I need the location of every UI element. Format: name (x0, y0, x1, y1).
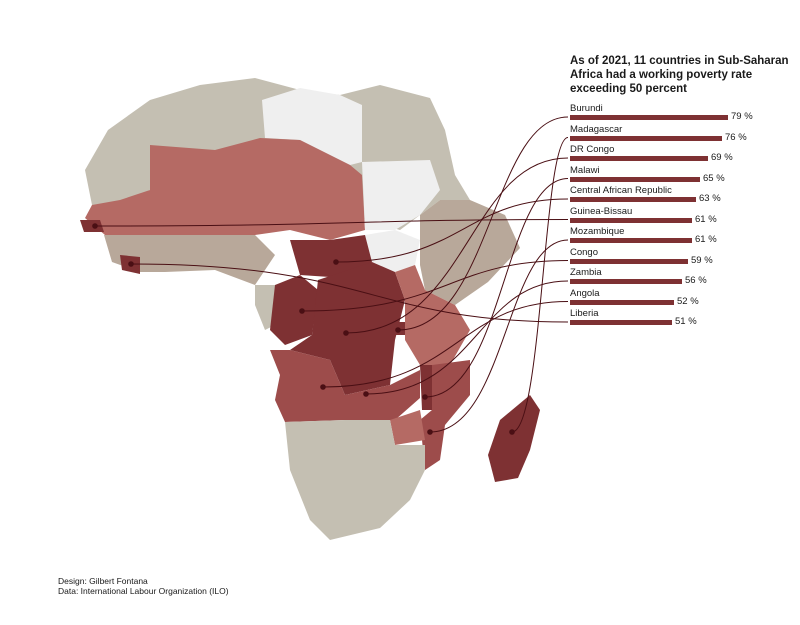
poverty-bar (570, 115, 728, 120)
region-coastal-west-africa (104, 235, 275, 285)
country-row: DR Congo 69 % (570, 144, 785, 164)
poverty-value: 59 % (691, 254, 713, 266)
credits: Design: Gilbert Fontana Data: Internatio… (58, 576, 229, 596)
country-name: DR Congo (570, 144, 615, 155)
poverty-bar (570, 197, 696, 202)
country-row: Angola 52 % (570, 288, 785, 308)
poverty-bar (570, 238, 692, 243)
country-row: Liberia 51 % (570, 308, 785, 328)
country-marker-dot (128, 261, 134, 267)
poverty-bar (570, 135, 722, 141)
poverty-value: 52 % (677, 295, 699, 307)
country-name: Burundi (570, 103, 603, 114)
region-madagascar (488, 395, 540, 482)
leader-line (345, 157, 569, 334)
region-guinea-bissau (80, 220, 104, 232)
country-name: Congo (570, 246, 598, 258)
country-name: Guinea-Bissau (570, 205, 633, 217)
region-libya (262, 88, 362, 165)
region-sudan (362, 160, 440, 230)
region-southern-africa (285, 420, 425, 540)
design-credit: Design: Gilbert Fontana (58, 576, 148, 586)
region-horn (420, 200, 520, 305)
region-angola (270, 350, 345, 422)
poverty-bar (570, 320, 672, 325)
region-zambia (345, 370, 420, 420)
leader-line (397, 116, 569, 331)
country-row: Mozambique 61 % (570, 226, 785, 246)
poverty-bar (570, 258, 688, 264)
country-name: Liberia (570, 308, 599, 319)
country-marker-dot (92, 223, 98, 229)
poverty-value: 51 % (675, 316, 697, 327)
country-marker-dot (299, 308, 305, 314)
country-row: Burundi 79 % (570, 103, 785, 123)
leader-line (429, 239, 569, 433)
country-row: Central African Republic 63 % (570, 185, 785, 205)
region-malawi (420, 365, 432, 410)
poverty-value: 61 % (695, 213, 717, 225)
country-name: Mozambique (570, 226, 625, 237)
country-marker-dot (509, 429, 515, 435)
country-row: Madagascar 76 % (570, 124, 785, 144)
leader-line (322, 301, 569, 388)
region-sahel (85, 138, 365, 240)
country-marker-dot (320, 384, 326, 390)
leader-line (130, 263, 569, 323)
leader-line (335, 198, 569, 263)
country-name: Malawi (570, 164, 600, 176)
country-marker-dot (422, 394, 428, 400)
poverty-bar (570, 279, 682, 284)
country-marker-dot (333, 259, 339, 265)
poverty-value: 65 % (703, 172, 725, 184)
country-marker-dot (363, 391, 369, 397)
poverty-bar (570, 176, 700, 182)
region-congo (270, 275, 318, 345)
region-car (290, 235, 372, 278)
leader-line (365, 280, 569, 395)
poverty-value: 69 % (711, 152, 733, 163)
poverty-bar (570, 156, 708, 161)
poverty-bar (570, 217, 692, 223)
chart-title: As of 2021, 11 countries in Sub-Saharan … (570, 55, 789, 95)
poverty-value: 79 % (731, 111, 753, 122)
region-east-africa (395, 265, 470, 365)
country-name: Zambia (570, 267, 602, 278)
leader-line (424, 178, 569, 398)
country-row: Congo 59 % (570, 247, 785, 267)
country-name: Central African Republic (570, 185, 672, 196)
leader-line (94, 219, 569, 227)
country-name: Angola (570, 287, 600, 299)
region-zimbabwe (390, 410, 425, 445)
region-mozambique (420, 360, 470, 470)
country-marker-dot (395, 327, 401, 333)
country-marker-dot (427, 429, 433, 435)
country-marker-dot (343, 330, 349, 336)
poverty-value: 61 % (695, 234, 717, 245)
leader-line (301, 260, 569, 312)
poverty-value: 56 % (685, 275, 707, 286)
data-credit: Data: International Labour Organization … (58, 586, 229, 596)
country-name: Madagascar (570, 123, 623, 135)
country-row: Zambia 56 % (570, 267, 785, 287)
poverty-value: 76 % (725, 131, 747, 143)
country-row: Malawi 65 % (570, 165, 785, 185)
poverty-value: 63 % (699, 193, 721, 204)
country-row: Guinea-Bissau 61 % (570, 206, 785, 226)
region-south-sudan (365, 230, 420, 272)
poverty-bar (570, 299, 674, 305)
